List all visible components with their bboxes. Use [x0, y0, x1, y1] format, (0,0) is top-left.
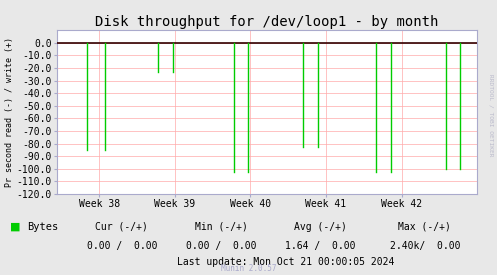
- Title: Disk throughput for /dev/loop1 - by month: Disk throughput for /dev/loop1 - by mont…: [95, 15, 439, 29]
- Text: ■: ■: [10, 222, 20, 232]
- Text: 0.00 /  0.00: 0.00 / 0.00: [186, 241, 256, 251]
- Text: Max (-/+): Max (-/+): [399, 222, 451, 232]
- Text: Bytes: Bytes: [27, 222, 59, 232]
- Text: 0.00 /  0.00: 0.00 / 0.00: [86, 241, 157, 251]
- Text: RRDTOOL / TOBI OETIKER: RRDTOOL / TOBI OETIKER: [489, 74, 494, 157]
- Text: 2.40k/  0.00: 2.40k/ 0.00: [390, 241, 460, 251]
- Text: Cur (-/+): Cur (-/+): [95, 222, 148, 232]
- Text: 1.64 /  0.00: 1.64 / 0.00: [285, 241, 356, 251]
- Text: Last update: Mon Oct 21 00:00:05 2024: Last update: Mon Oct 21 00:00:05 2024: [177, 257, 395, 267]
- Text: Min (-/+): Min (-/+): [195, 222, 248, 232]
- Text: Munin 2.0.57: Munin 2.0.57: [221, 264, 276, 273]
- Y-axis label: Pr second read (-) / write (+): Pr second read (-) / write (+): [4, 37, 13, 187]
- Text: Avg (-/+): Avg (-/+): [294, 222, 347, 232]
